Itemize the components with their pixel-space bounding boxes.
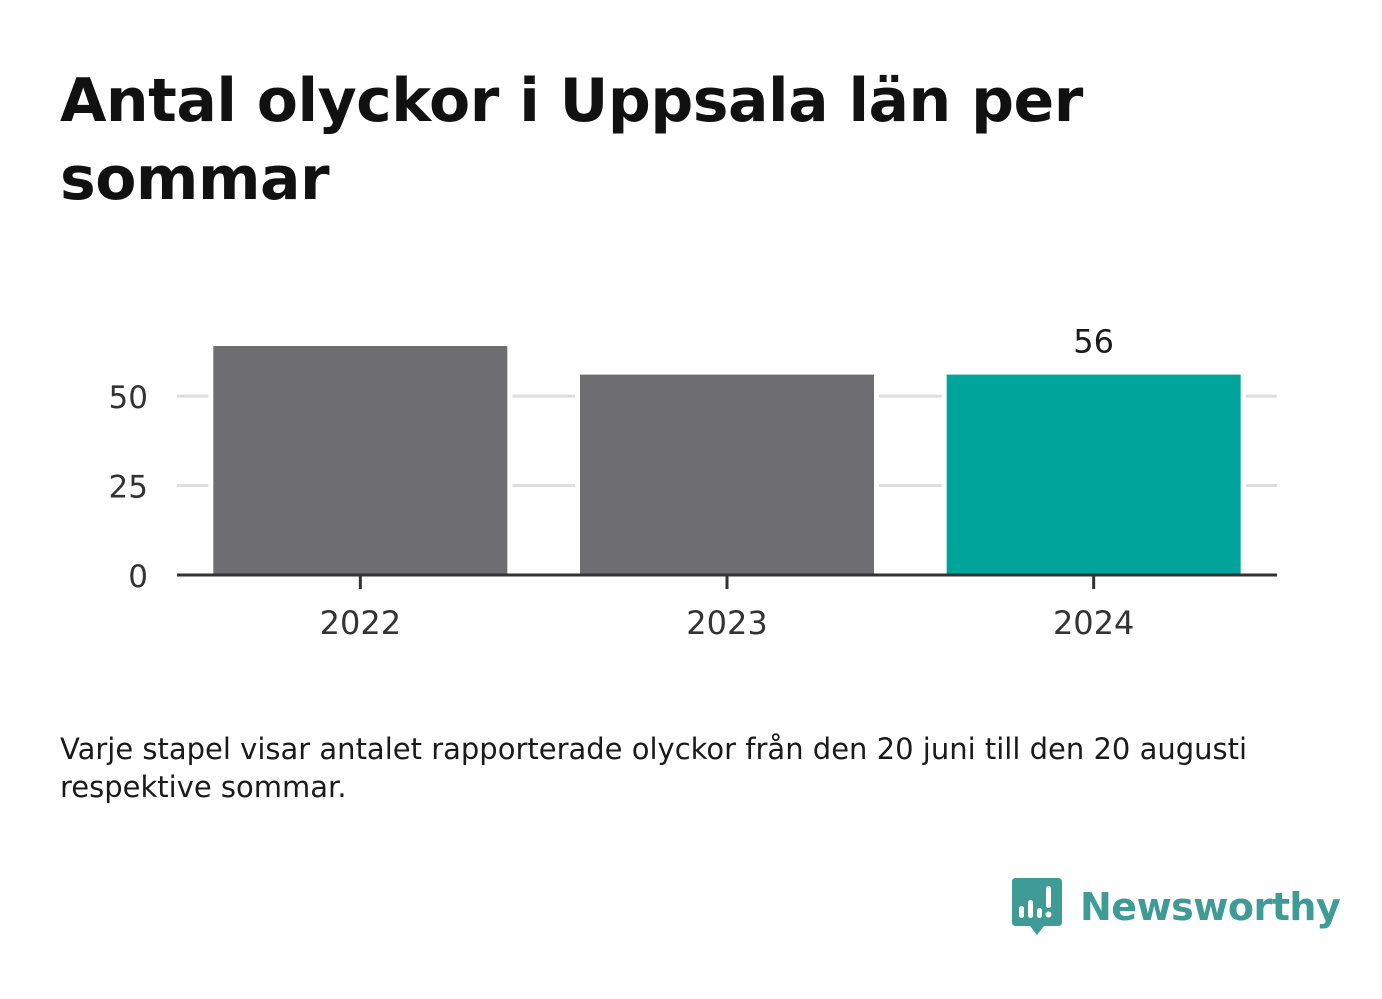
bars (208, 346, 1246, 575)
y-tick-label: 50 (109, 380, 148, 416)
chart-caption: Varje stapel visar antalet rapporterade … (60, 732, 1248, 804)
y-axis-tick-labels: 0 25 50 (109, 380, 148, 595)
bar-2024 (946, 374, 1241, 575)
newsworthy-logo: Newsworthy (1010, 874, 1341, 940)
data-labels: 56 (1073, 323, 1114, 361)
bar-2022 (213, 346, 508, 575)
x-tick-label: 2024 (1053, 604, 1134, 642)
bar-2023 (580, 374, 874, 575)
x-axis-ticks: 2022 2023 2024 (320, 575, 1134, 642)
y-tick-label: 0 (128, 559, 148, 595)
x-tick-label: 2023 (686, 604, 767, 642)
x-tick-label: 2022 (320, 604, 401, 642)
brand-name: Newsworthy (1080, 885, 1341, 929)
data-label: 56 (1073, 323, 1114, 361)
chart-title: Antal olyckor i Uppsala län per sommar (60, 66, 1083, 214)
bar-chart: 0 25 50 2022 2023 2024 56 (109, 323, 1277, 642)
bar-chart-speech-bubble-icon (1012, 878, 1062, 935)
y-tick-label: 25 (109, 470, 148, 506)
